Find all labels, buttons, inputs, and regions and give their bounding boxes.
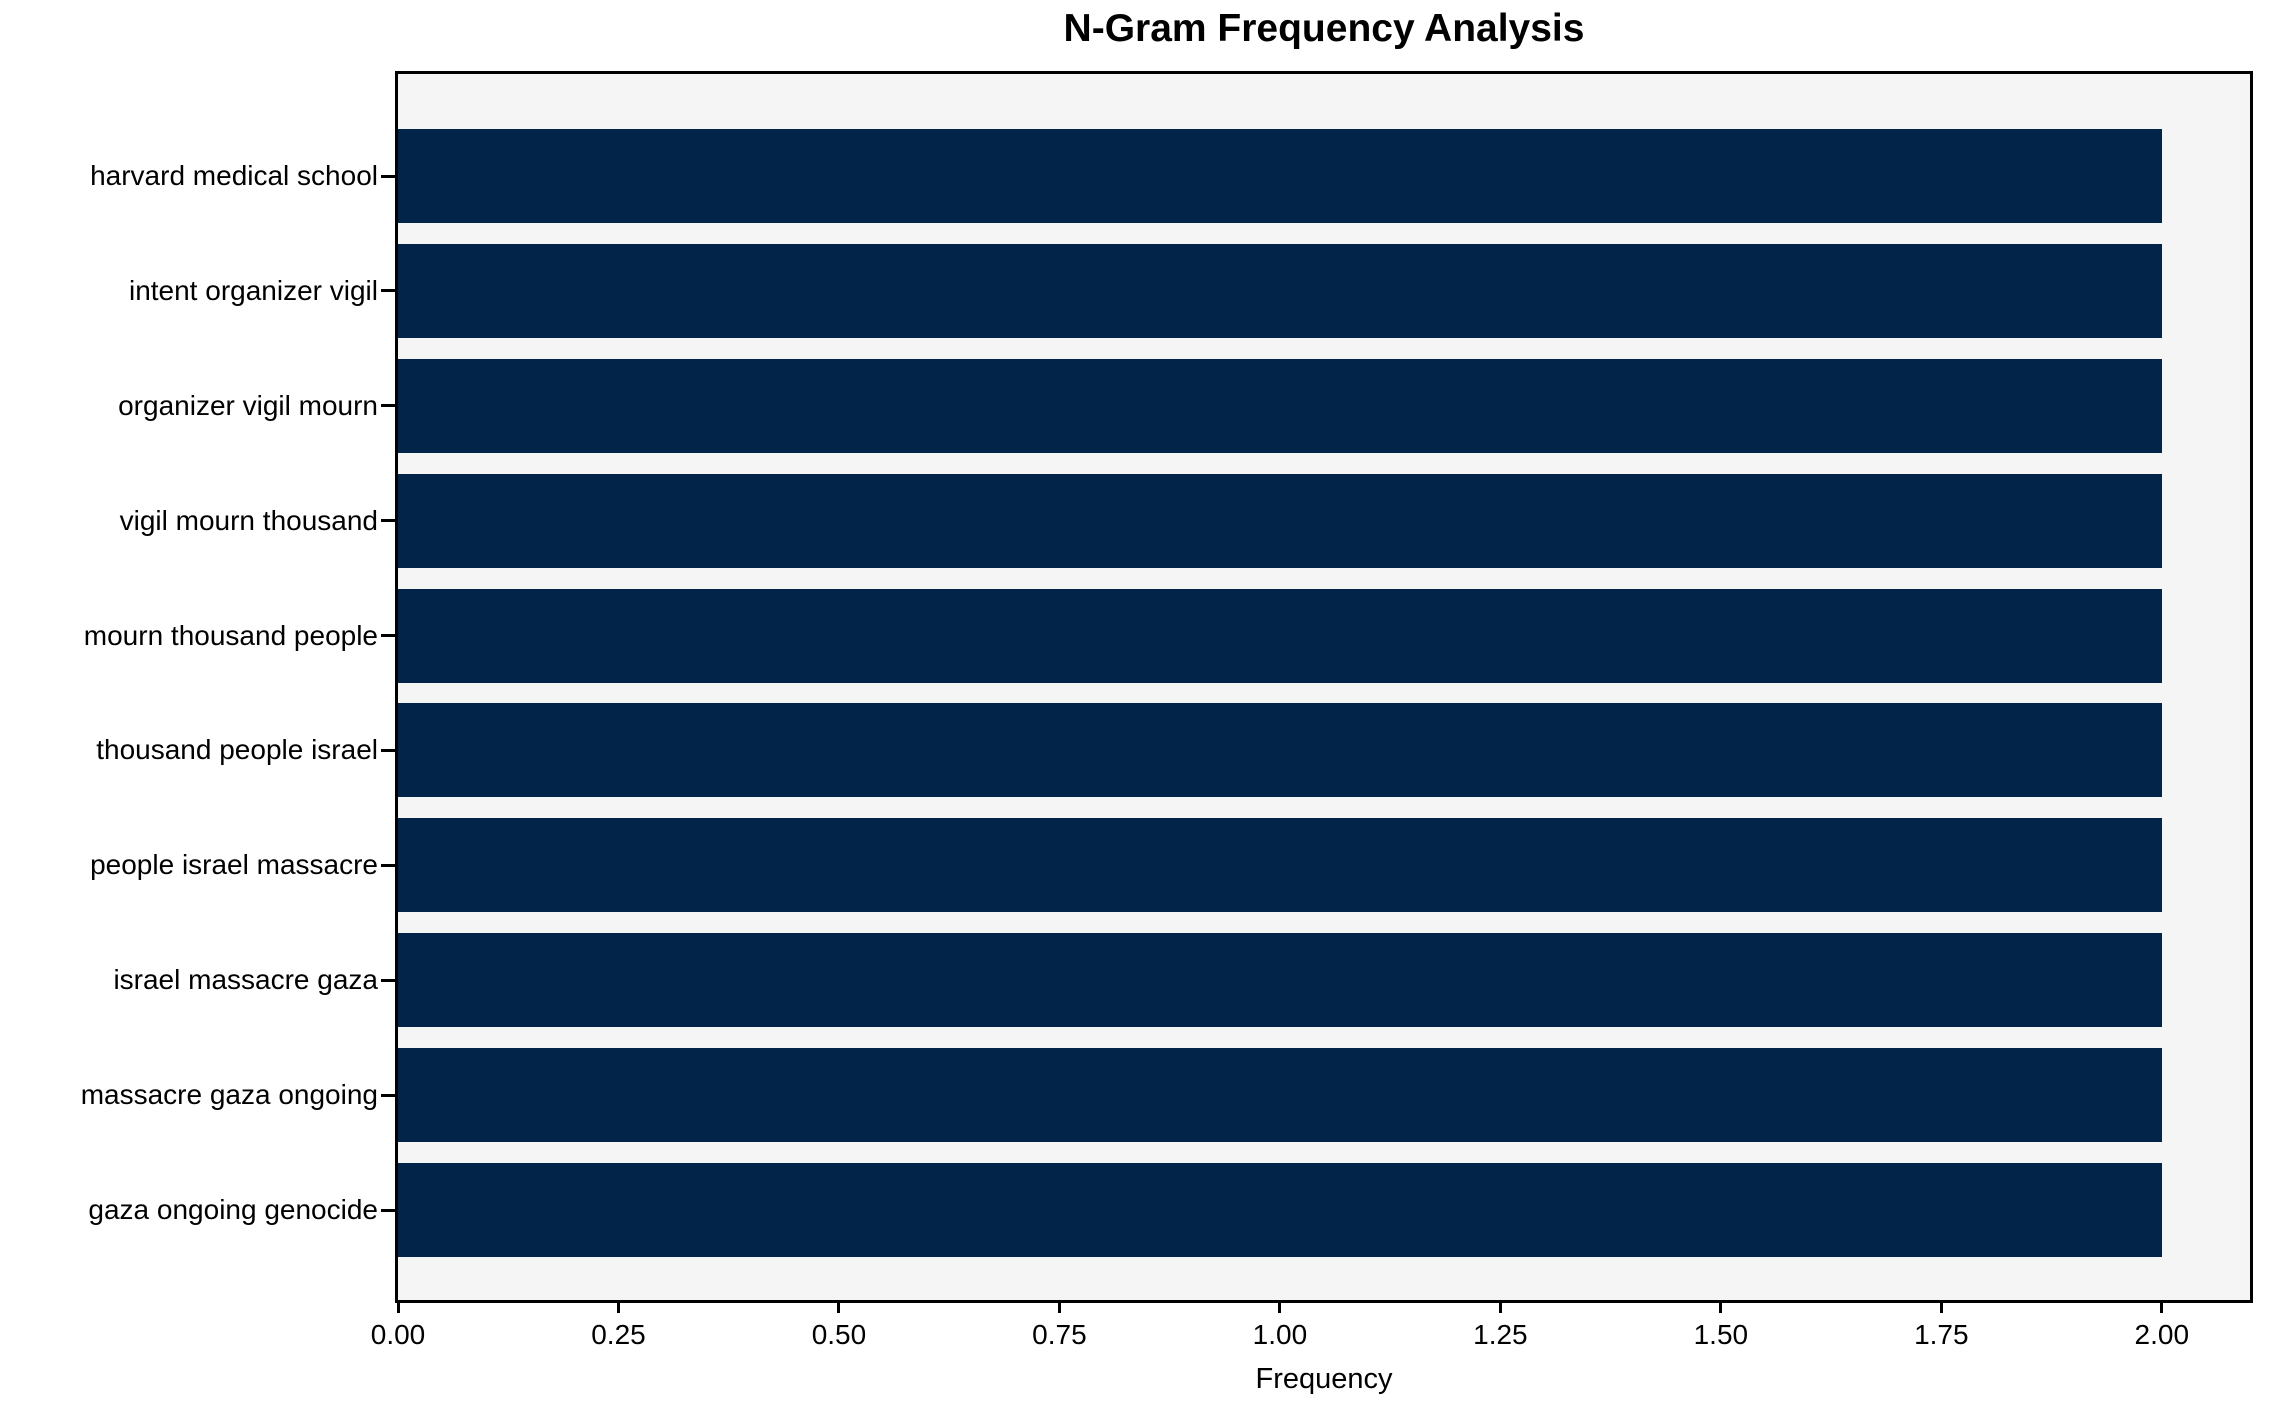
y-tick: [381, 289, 395, 293]
x-tick-label: 0.00: [370, 1319, 426, 1350]
y-tick-label: mourn thousand people: [83, 619, 378, 651]
x-tick-label: 2.00: [2134, 1319, 2190, 1350]
bar: [398, 1163, 2162, 1257]
y-tick: [381, 174, 395, 178]
x-tick-label: 1.00: [1252, 1319, 1308, 1350]
y-tick: [381, 863, 395, 867]
bar: [398, 358, 2162, 453]
y-tick-label: people israel massacre: [90, 849, 378, 881]
y-tick-label: vigil mourn thousand: [119, 504, 378, 536]
x-tick-label: 1.25: [1473, 1319, 1528, 1350]
x-tick-label: 0.50: [811, 1319, 867, 1350]
x-tick: [1498, 1303, 1502, 1313]
plot-area: [395, 71, 2253, 1303]
y-tick: [381, 748, 395, 752]
x-tick: [2160, 1303, 2164, 1313]
x-tick: [1939, 1303, 1943, 1313]
y-tick-label: israel massacre gaza: [113, 964, 378, 996]
y-tick-label: thousand people israel: [96, 734, 378, 766]
x-tick-label: 0.75: [1032, 1319, 1087, 1350]
x-tick: [1278, 1303, 1282, 1313]
bar: [398, 1048, 2162, 1143]
bar: [398, 588, 2162, 683]
bar: [398, 129, 2162, 223]
y-tick: [381, 404, 395, 408]
x-axis-title: Frequency: [1255, 1363, 1393, 1395]
y-tick-label: harvard medical school: [90, 160, 378, 191]
y-tick: [381, 1208, 395, 1212]
x-tick: [1719, 1303, 1723, 1313]
y-tick: [381, 519, 395, 523]
y-tick: [381, 1093, 395, 1097]
chart-title: N-Gram Frequency Analysis: [1063, 7, 1585, 50]
x-tick: [837, 1303, 841, 1313]
bar: [398, 818, 2162, 913]
x-tick-label: 0.25: [591, 1319, 646, 1350]
bar: [398, 473, 2162, 568]
x-tick: [616, 1303, 620, 1313]
x-tick: [1057, 1303, 1061, 1313]
y-tick: [381, 978, 395, 982]
y-tick-label: intent organizer vigil: [128, 274, 378, 306]
x-tick-label: 1.50: [1693, 1319, 1749, 1350]
y-tick-label: organizer vigil mourn: [118, 389, 378, 421]
x-tick-label: 1.75: [1914, 1319, 1969, 1350]
bar: [398, 243, 2162, 338]
y-tick-label: massacre gaza ongoing: [80, 1079, 378, 1111]
x-tick: [396, 1303, 400, 1313]
bar: [398, 933, 2162, 1028]
y-tick: [381, 634, 395, 638]
bar: [398, 703, 2162, 798]
y-tick-label: gaza ongoing genocide: [88, 1194, 378, 1225]
